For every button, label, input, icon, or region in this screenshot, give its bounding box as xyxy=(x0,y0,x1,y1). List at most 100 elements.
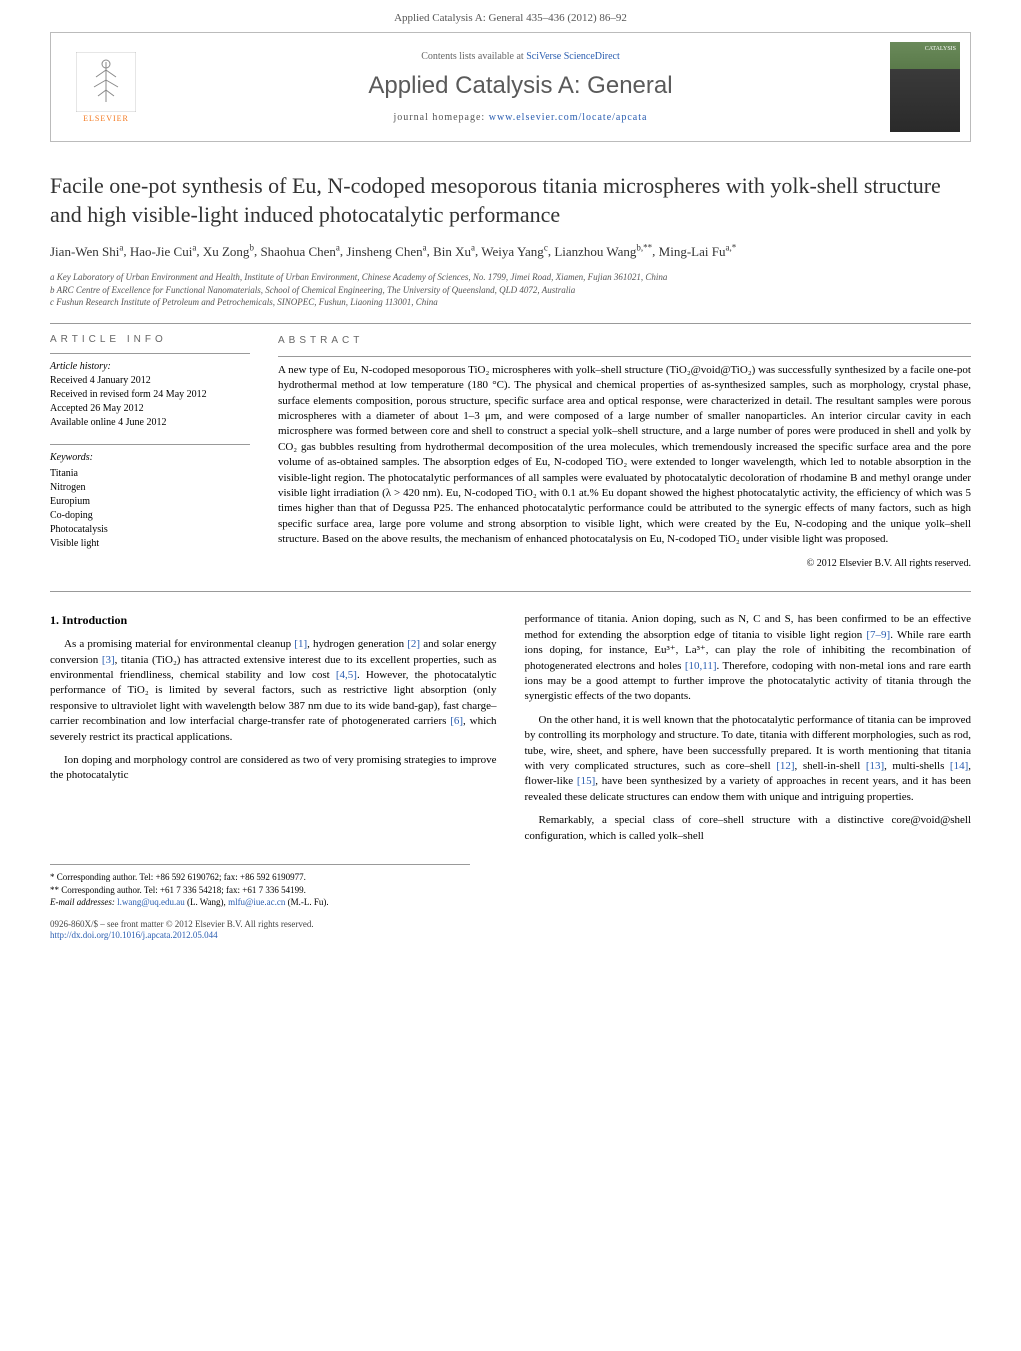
journal-name: Applied Catalysis A: General xyxy=(368,72,672,100)
homepage-link[interactable]: www.elsevier.com/locate/apcata xyxy=(489,112,648,123)
email-label: E-mail addresses: xyxy=(50,897,117,907)
keyword: Visible light xyxy=(50,537,250,551)
section-heading-introduction: 1. Introduction xyxy=(50,612,497,629)
publisher-name: ELSEVIER xyxy=(83,114,129,123)
journal-banner: ELSEVIER Contents lists available at Sci… xyxy=(50,32,971,142)
ref-link-6[interactable]: [6] xyxy=(450,715,463,727)
ref-link-3[interactable]: [3] xyxy=(102,654,115,666)
abstract-copyright: © 2012 Elsevier B.V. All rights reserved… xyxy=(278,557,971,571)
document-footer: 0926-860X/$ – see front matter © 2012 El… xyxy=(50,919,971,942)
keyword: Photocatalysis xyxy=(50,523,250,537)
authors-list: Jian-Wen Shia, Hao-Jie Cuia, Xu Zongb, S… xyxy=(50,241,971,261)
author: Weiya Yangc xyxy=(481,244,548,259)
keywords-label: Keywords: xyxy=(50,451,250,465)
text-run: , hydrogen generation xyxy=(307,638,407,650)
footnote-double-star: ** Corresponding author. Tel: +61 7 336 … xyxy=(50,884,470,897)
ref-link-13[interactable]: [13] xyxy=(866,760,884,772)
journal-homepage-line: journal homepage: www.elsevier.com/locat… xyxy=(394,112,648,123)
author-affiliation-marker: a xyxy=(423,242,427,252)
publisher-logo-area: ELSEVIER xyxy=(51,33,161,141)
divider xyxy=(50,353,250,354)
abstract-heading: ABSTRACT xyxy=(278,334,971,348)
author-affiliation-marker: c xyxy=(544,242,548,252)
author-affiliation-marker: a xyxy=(336,242,340,252)
footnote-emails: E-mail addresses: l.wang@uq.edu.au (L. W… xyxy=(50,896,470,909)
divider xyxy=(50,323,971,324)
history-item: Received 4 January 2012 xyxy=(50,374,250,388)
email-link-1[interactable]: l.wang@uq.edu.au xyxy=(117,897,185,907)
banner-center: Contents lists available at SciVerse Sci… xyxy=(161,33,880,141)
article-title: Facile one-pot synthesis of Eu, N-codope… xyxy=(50,172,971,229)
author-affiliation-marker: a xyxy=(192,242,196,252)
author: Shaohua Chena xyxy=(260,244,339,259)
ref-link-4-5[interactable]: [4,5] xyxy=(336,669,357,681)
ref-link-1[interactable]: [1] xyxy=(294,638,307,650)
sciencedirect-link[interactable]: SciVerse ScienceDirect xyxy=(526,51,620,62)
affiliation-line: a Key Laboratory of Urban Environment an… xyxy=(50,271,971,284)
history-item: Accepted 26 May 2012 xyxy=(50,402,250,416)
author-affiliation-marker: a xyxy=(471,242,475,252)
homepage-prefix: journal homepage: xyxy=(394,112,489,123)
elsevier-tree-icon xyxy=(76,52,136,112)
body-columns: 1. Introduction As a promising material … xyxy=(50,612,971,851)
elsevier-logo: ELSEVIER xyxy=(66,42,146,132)
column-left: 1. Introduction As a promising material … xyxy=(50,612,497,851)
ref-link-14[interactable]: [14] xyxy=(950,760,968,772)
info-abstract-row: ARTICLE INFO Article history: Received 4… xyxy=(50,334,971,572)
divider xyxy=(50,591,971,592)
ref-link-10-11[interactable]: [10,11] xyxy=(685,660,717,672)
running-head: Applied Catalysis A: General 435–436 (20… xyxy=(0,0,1021,32)
author-affiliation-marker: a,* xyxy=(725,242,736,252)
email-person-1: (L. Wang), xyxy=(185,897,228,907)
cover-label: CATALYSIS xyxy=(925,46,956,52)
keyword: Europium xyxy=(50,495,250,509)
author: Xu Zongb xyxy=(203,244,254,259)
journal-cover-thumbnail: CATALYSIS xyxy=(890,42,960,132)
article-info-heading: ARTICLE INFO xyxy=(50,334,250,345)
divider xyxy=(278,356,971,357)
ref-link-12[interactable]: [12] xyxy=(776,760,794,772)
author-affiliation-marker: b xyxy=(249,242,254,252)
affiliation-line: c Fushun Research Institute of Petroleum… xyxy=(50,296,971,309)
history-item: Received in revised form 24 May 2012 xyxy=(50,388,250,402)
email-link-2[interactable]: mlfu@iue.ac.cn xyxy=(228,897,285,907)
cover-thumbnail-area: CATALYSIS xyxy=(880,33,970,141)
abstract-text: A new type of Eu, N-codoped mesoporous T… xyxy=(278,363,971,548)
abstract: ABSTRACT A new type of Eu, N-codoped mes… xyxy=(278,334,971,572)
author-affiliation-marker: b,** xyxy=(636,242,652,252)
keyword: Co-doping xyxy=(50,509,250,523)
article-info: ARTICLE INFO Article history: Received 4… xyxy=(50,334,250,572)
intro-paragraph-4: Remarkably, a special class of core–shel… xyxy=(525,813,972,844)
text-run: , multi-shells xyxy=(884,760,950,772)
corresponding-author-footnotes: * Corresponding author. Tel: +86 592 619… xyxy=(50,864,470,909)
author: Lianzhou Wangb,** xyxy=(554,244,652,259)
author: Jinsheng Chena xyxy=(346,244,426,259)
intro-paragraph-1: As a promising material for environmenta… xyxy=(50,637,497,745)
text-run: As a promising material for environmenta… xyxy=(64,638,294,650)
front-matter-line: 0926-860X/$ – see front matter © 2012 El… xyxy=(50,919,971,931)
history-label: Article history: xyxy=(50,360,250,374)
divider xyxy=(50,444,250,445)
ref-link-7-9[interactable]: [7–9] xyxy=(866,629,890,641)
ref-link-15[interactable]: [15] xyxy=(577,775,595,787)
ref-link-2[interactable]: [2] xyxy=(407,638,420,650)
keyword: Titania xyxy=(50,467,250,481)
intro-paragraph-2-cont: performance of titania. Anion doping, su… xyxy=(525,612,972,704)
footnote-star: * Corresponding author. Tel: +86 592 619… xyxy=(50,871,470,884)
history-item: Available online 4 June 2012 xyxy=(50,416,250,430)
email-person-2: (M.-L. Fu). xyxy=(285,897,328,907)
intro-paragraph-2: Ion doping and morphology control are co… xyxy=(50,753,497,784)
author: Jian-Wen Shia xyxy=(50,244,123,259)
author: Bin Xua xyxy=(433,244,475,259)
author: Hao-Jie Cuia xyxy=(130,244,196,259)
intro-paragraph-3: On the other hand, it is well known that… xyxy=(525,713,972,805)
author-affiliation-marker: a xyxy=(119,242,123,252)
contents-prefix: Contents lists available at xyxy=(421,51,526,62)
article-history: Article history: Received 4 January 2012… xyxy=(50,360,250,430)
keyword: Nitrogen xyxy=(50,481,250,495)
keywords-block: Keywords: TitaniaNitrogenEuropiumCo-dopi… xyxy=(50,451,250,551)
column-right: performance of titania. Anion doping, su… xyxy=(525,612,972,851)
doi-link[interactable]: http://dx.doi.org/10.1016/j.apcata.2012.… xyxy=(50,930,218,940)
affiliations: a Key Laboratory of Urban Environment an… xyxy=(50,271,971,309)
author: Ming-Lai Fua,* xyxy=(659,244,737,259)
